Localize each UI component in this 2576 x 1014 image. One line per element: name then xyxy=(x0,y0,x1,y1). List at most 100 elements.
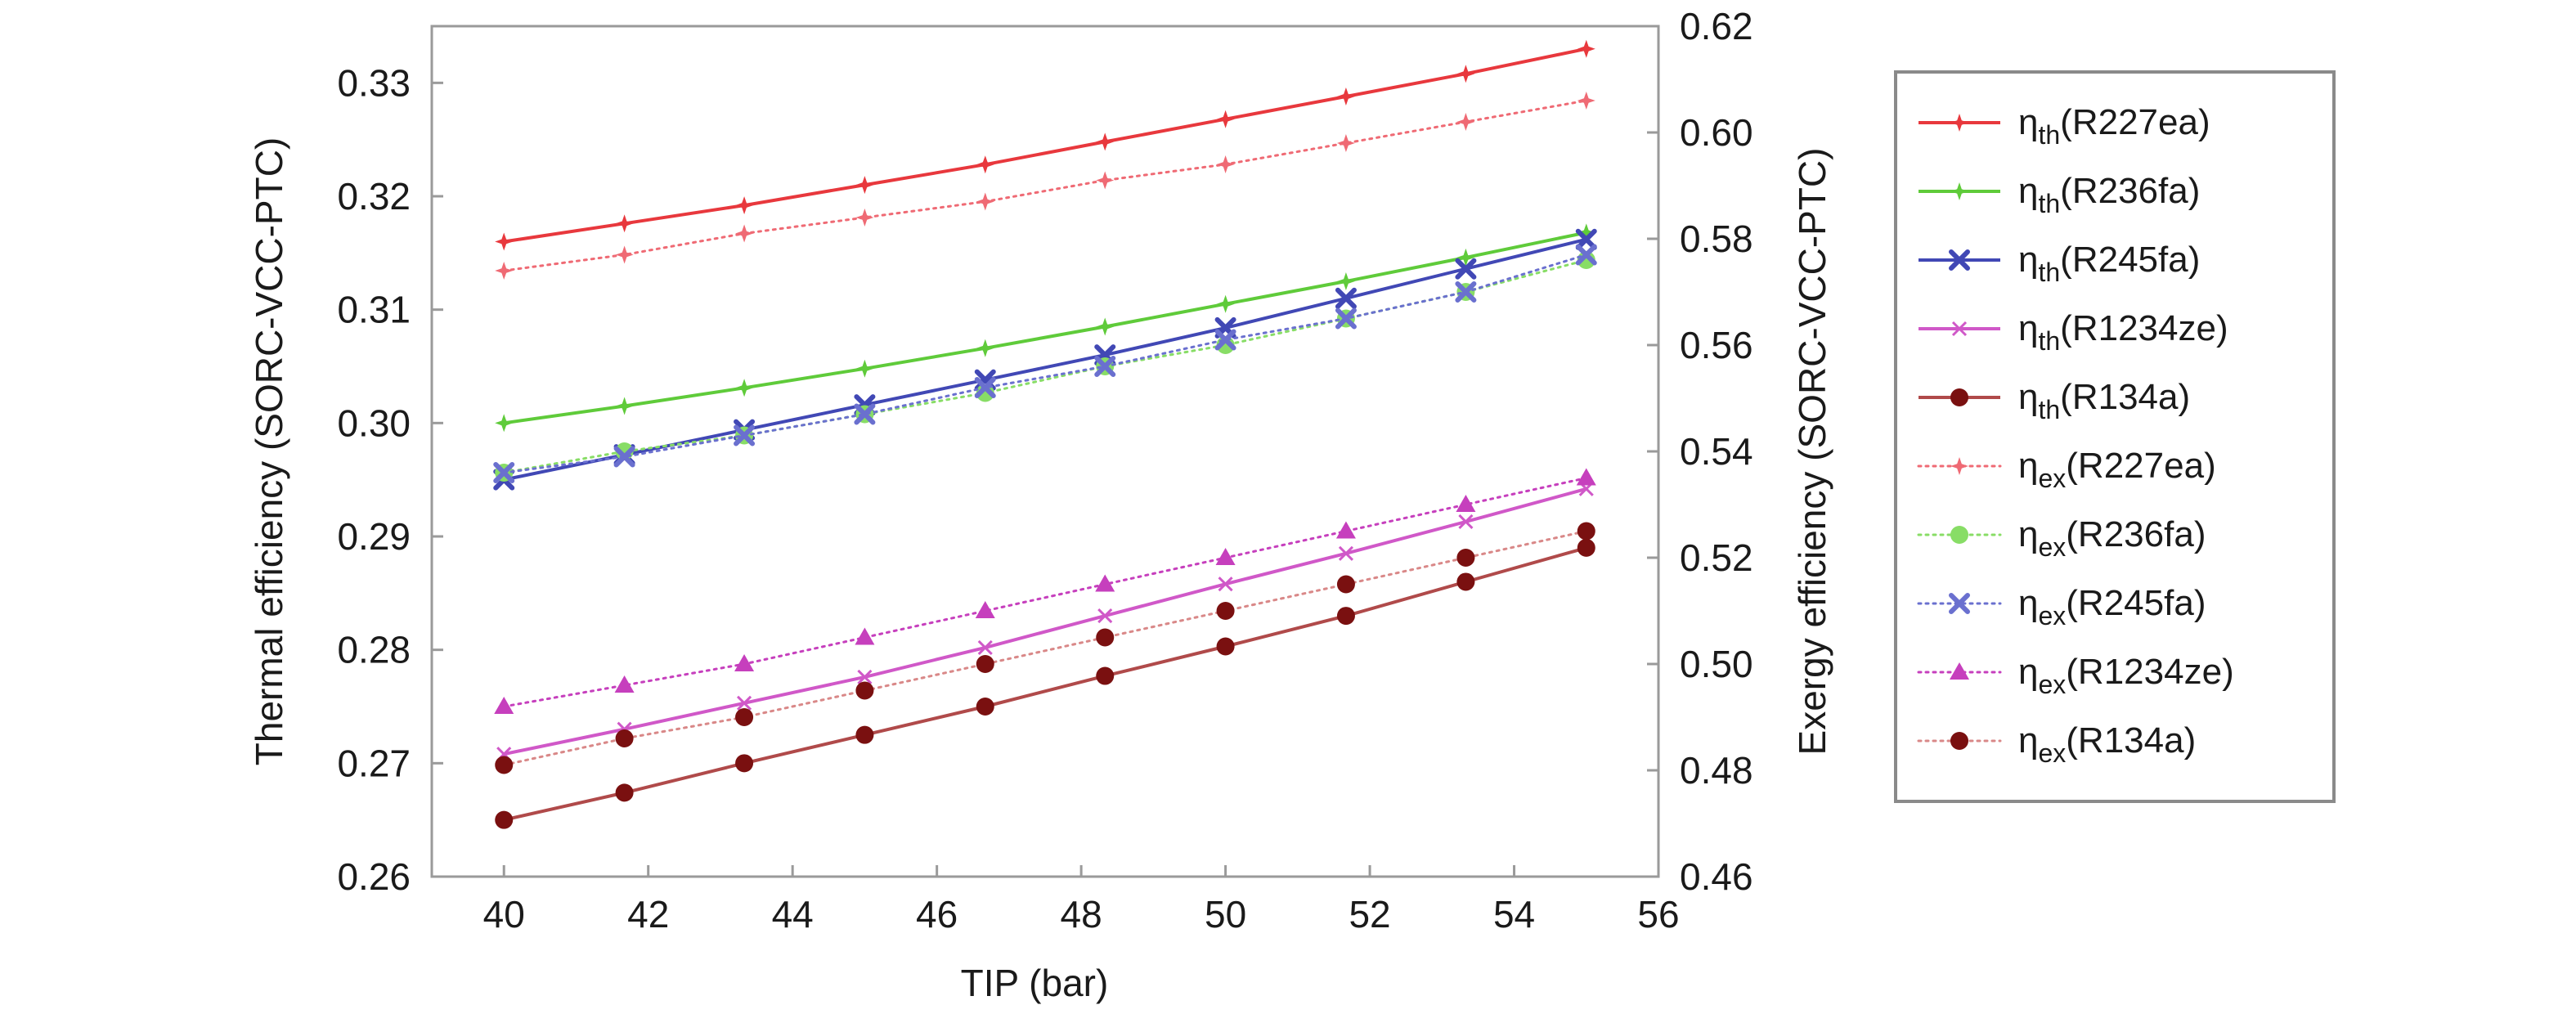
series-th-r236fa-point xyxy=(1336,272,1355,290)
series-ex-r1234ze-point xyxy=(734,654,755,671)
series-ex-r236fa-line xyxy=(502,258,1588,474)
series-ex-r1234ze-point xyxy=(1215,548,1236,565)
series-th-r1234ze-line xyxy=(503,487,1587,756)
legend-label-subscript: th xyxy=(2038,326,2060,356)
series-th-r134a xyxy=(495,538,1595,829)
series-th-r1234ze-point xyxy=(857,669,873,685)
legend-swatch-marker xyxy=(1950,732,1968,750)
series-th-r1234ze-point xyxy=(1338,545,1354,561)
legend-label: ηth(R1234ze) xyxy=(2018,308,2228,356)
series-th-r134a-line xyxy=(503,545,1587,822)
legend-item-th-r227ea: ηth(R227ea) xyxy=(1919,102,2210,150)
legend-label-subscript: th xyxy=(2038,258,2060,287)
legend-label: ηex(R134a) xyxy=(2018,720,2196,768)
legend-label-subscript: th xyxy=(2038,120,2060,150)
legend-item-ex-r134a: ηex(R134a) xyxy=(1917,720,2196,768)
series-th-r236fa-point xyxy=(1096,317,1115,336)
series-th-r236fa-point xyxy=(1456,248,1475,267)
x-axis: 40 42 44 46 48 50 52 54 56 xyxy=(483,865,1680,935)
x-tick-label: 50 xyxy=(1205,893,1246,935)
series-ex-r227ea-point xyxy=(1216,155,1235,173)
series-ex-r245fa-point xyxy=(854,403,876,425)
series-ex-r245fa-point xyxy=(613,446,635,468)
series-th-r134a-point xyxy=(615,783,634,802)
series-th-r227ea-point xyxy=(855,176,874,195)
x-axis-label: TIP (bar) xyxy=(961,962,1109,1004)
series-ex-r227ea-point xyxy=(855,209,874,227)
legend-label-subscript: th xyxy=(2038,189,2060,218)
legend-label-subscript: ex xyxy=(2038,464,2066,493)
series-ex-r245fa xyxy=(493,244,1597,483)
legend-label-refrigerant: (R245fa) xyxy=(2066,583,2206,623)
series-th-r134a-point xyxy=(1216,637,1235,656)
legend-label-subscript: th xyxy=(2038,395,2060,424)
series-ex-r245fa-point xyxy=(1575,244,1597,266)
legend-label: ηth(R236fa) xyxy=(2018,171,2200,218)
left-y-tick-label: 0.32 xyxy=(337,175,411,218)
legend-item-ex-r236fa: ηex(R236fa) xyxy=(1917,514,2206,562)
series-th-r245fa-point xyxy=(1455,258,1477,280)
right-y-tick-label: 0.46 xyxy=(1680,855,1753,898)
legend-label-symbol: η xyxy=(2018,514,2038,554)
left-y-tick-label: 0.28 xyxy=(337,629,411,671)
series-ex-r236fa-point xyxy=(976,384,994,402)
series-th-r227ea-point xyxy=(1216,110,1235,128)
legend-label-refrigerant: (R1234ze) xyxy=(2066,652,2233,692)
series-ex-r134a-point xyxy=(1456,549,1475,567)
x-tick-label: 46 xyxy=(916,893,958,935)
series-th-r245fa-line xyxy=(503,237,1587,482)
series-th-r134a-point xyxy=(735,754,754,773)
series-th-r134a-point xyxy=(1336,607,1355,626)
series-th-r1234ze-point xyxy=(1458,514,1474,530)
right-y-tick-label: 0.52 xyxy=(1680,536,1753,579)
series-ex-r1234ze-point xyxy=(1456,495,1476,512)
left-y-axis-label: Thermal efficiency (SORC-VCC-PTC) xyxy=(248,137,290,765)
series-th-r227ea-point xyxy=(1336,87,1355,105)
series-ex-r227ea-point xyxy=(1096,171,1115,190)
series-ex-r227ea-line xyxy=(502,99,1588,272)
x-tick-label: 40 xyxy=(483,893,525,935)
legend-swatch-marker xyxy=(1949,593,1970,614)
series-ex-r1234ze xyxy=(494,468,1596,714)
series-ex-r1234ze-point xyxy=(975,601,995,618)
series-ex-r1234ze-point xyxy=(1095,574,1115,592)
legend-item-th-r134a: ηth(R134a) xyxy=(1919,377,2190,424)
left-y-tick-label: 0.30 xyxy=(337,402,411,444)
legend-label-refrigerant: (R1234ze) xyxy=(2060,308,2228,348)
left-y-axis: 0.26 0.27 0.28 0.29 0.30 0.31 0.32 0.33 xyxy=(337,61,443,898)
legend-swatch-marker xyxy=(1950,114,1968,132)
left-y-tick-label: 0.31 xyxy=(337,289,411,331)
legend-label-symbol: η xyxy=(2018,446,2038,486)
x-tick-label: 56 xyxy=(1637,893,1679,935)
series-ex-r134a-point xyxy=(615,729,634,747)
series-th-r227ea-line xyxy=(503,47,1587,244)
right-y-tick-label: 0.48 xyxy=(1680,749,1753,792)
legend-label-subscript: ex xyxy=(2038,532,2066,562)
series-th-r227ea xyxy=(495,39,1595,251)
legend-item-ex-r245fa: ηex(R245fa) xyxy=(1917,583,2206,630)
legend-label: ηth(R245fa) xyxy=(2018,240,2200,287)
series-th-r227ea-point xyxy=(615,214,634,233)
series-ex-r245fa-point xyxy=(734,424,756,446)
right-y-tick-label: 0.54 xyxy=(1680,430,1753,473)
legend-label-symbol: η xyxy=(2018,377,2038,417)
series-ex-r134a xyxy=(495,522,1595,774)
series-th-r134a-point xyxy=(1096,666,1115,685)
legend-label: ηth(R227ea) xyxy=(2018,102,2210,150)
legend-label-refrigerant: (R236fa) xyxy=(2060,171,2200,211)
legend-label: ηex(R227ea) xyxy=(2018,446,2216,493)
series-th-r134a-point xyxy=(1456,572,1475,591)
legend-swatch-marker xyxy=(1949,249,1970,271)
series-th-r245fa-point xyxy=(1575,228,1597,250)
series-th-r227ea-point xyxy=(495,232,514,251)
legend-label-symbol: η xyxy=(2018,171,2038,211)
series-ex-r134a-point xyxy=(855,681,874,700)
series-ex-r245fa-point xyxy=(1214,329,1236,351)
right-y-tick-label: 0.56 xyxy=(1680,324,1753,366)
series-th-r236fa-point xyxy=(1577,223,1595,242)
legend-item-ex-r227ea: ηex(R227ea) xyxy=(1917,446,2216,493)
right-y-tick-label: 0.58 xyxy=(1680,218,1753,260)
series-ex-r1234ze-point xyxy=(1335,521,1356,539)
legend-label: ηex(R1234ze) xyxy=(2018,652,2234,699)
